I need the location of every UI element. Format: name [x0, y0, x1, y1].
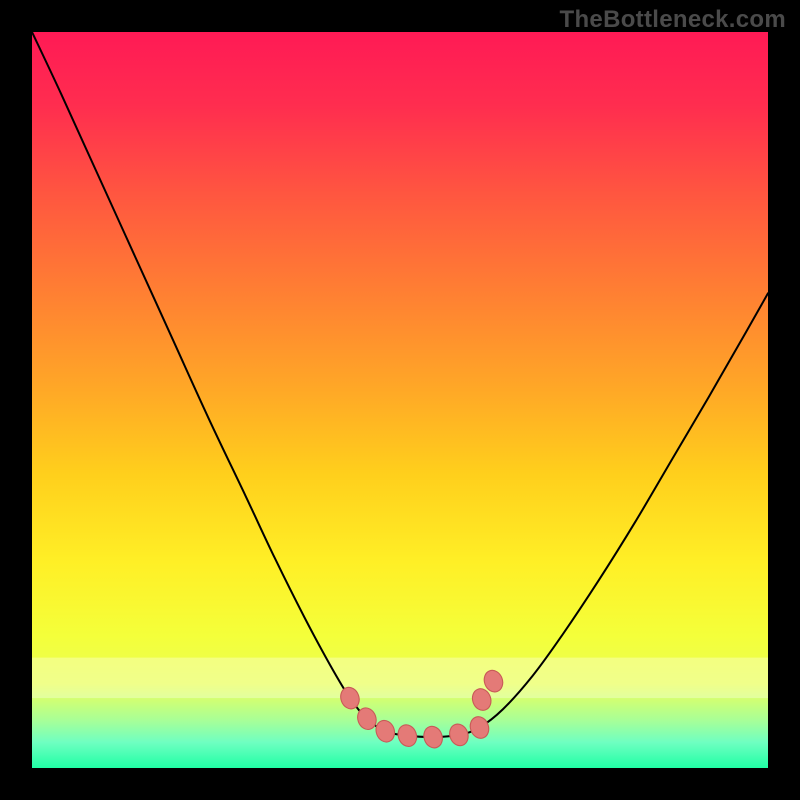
chart-frame [32, 32, 768, 768]
watermark-text: TheBottleneck.com [560, 6, 786, 34]
plot-area [32, 32, 768, 768]
pale-band [32, 658, 768, 698]
chart-svg [32, 32, 768, 768]
